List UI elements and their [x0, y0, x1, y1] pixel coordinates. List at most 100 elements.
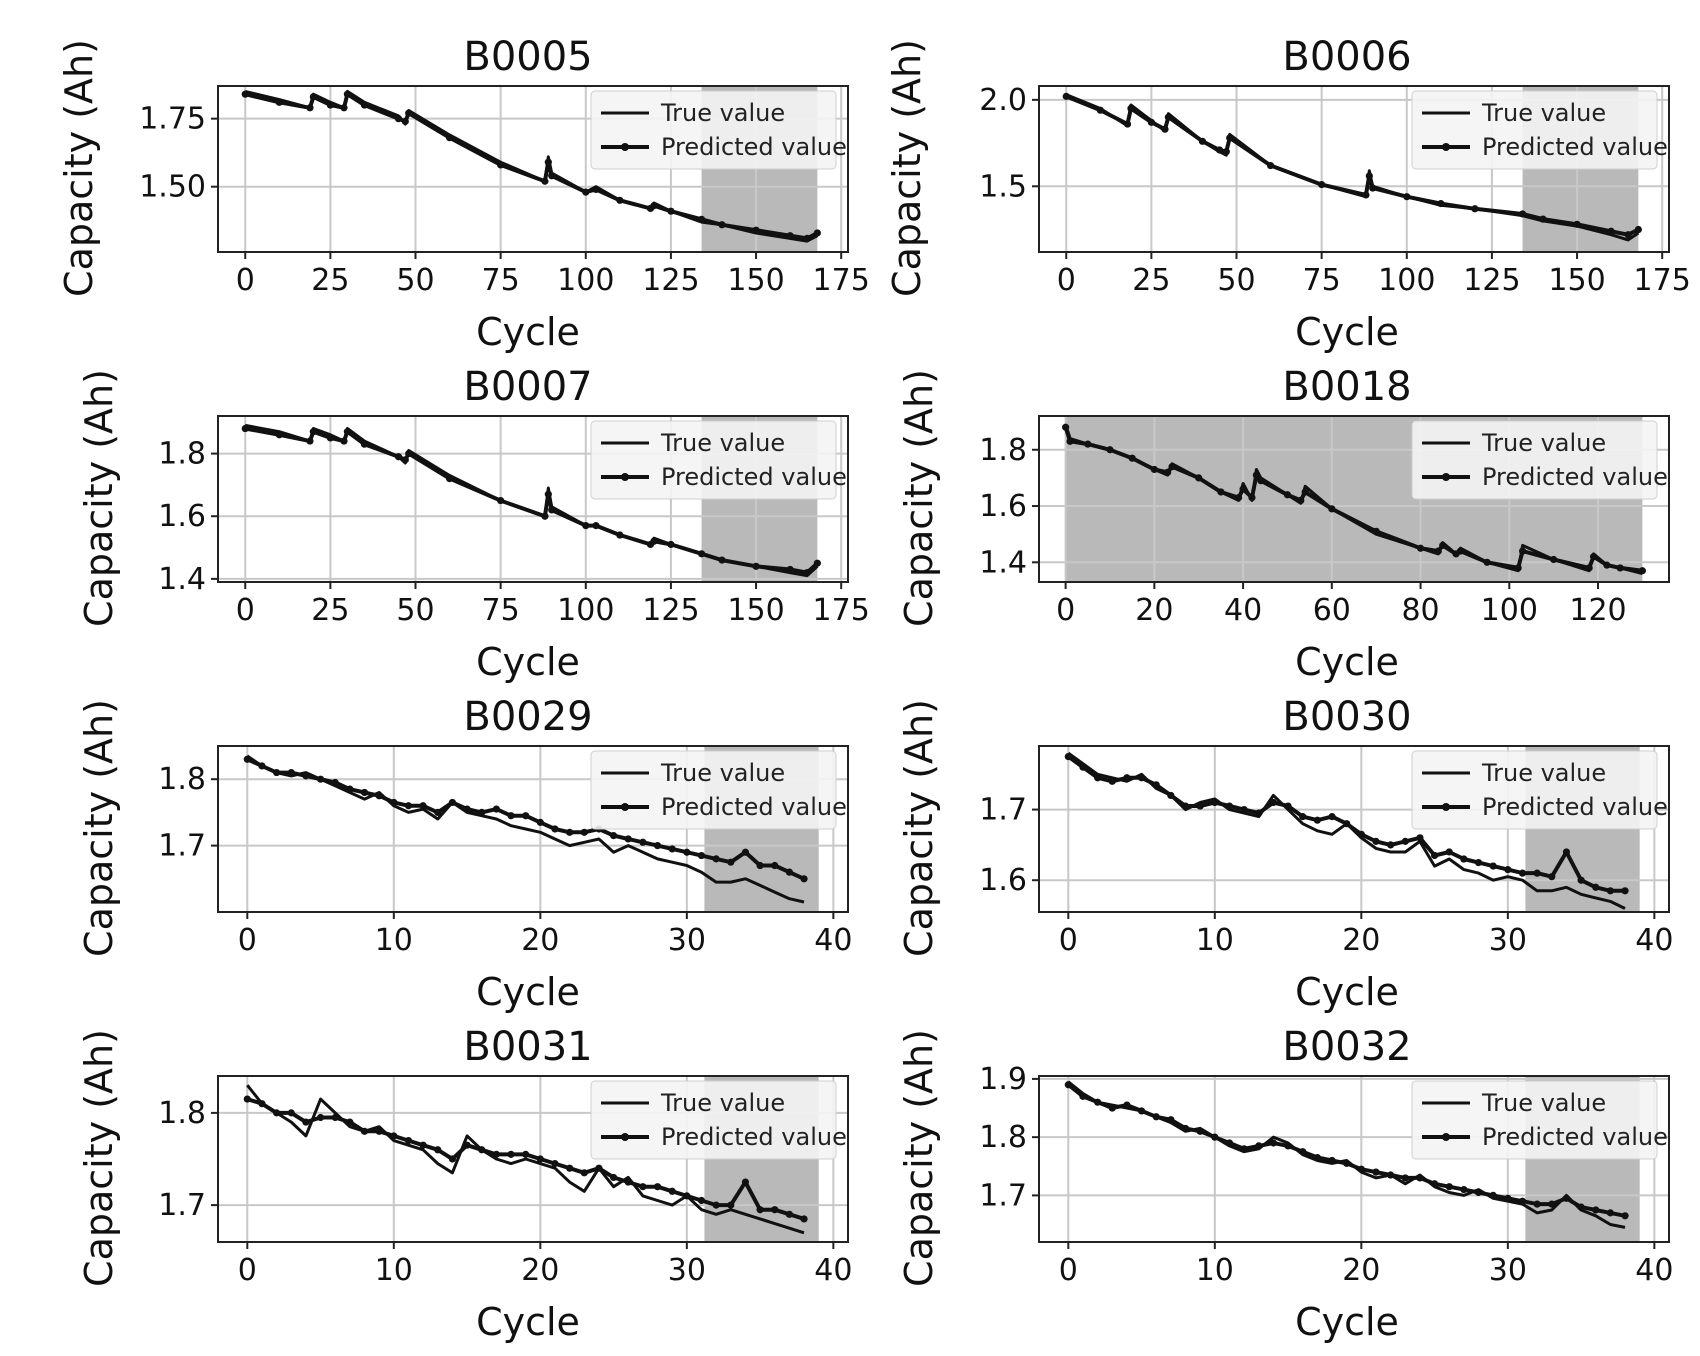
x-tick-label: 100 — [557, 593, 614, 628]
x-tick-label: 150 — [727, 263, 784, 298]
predicted-value-marker — [1096, 106, 1104, 114]
plot-area: 0 10 20 30 40 1.6 1.7 True value Predicted value — [979, 745, 1673, 958]
predicted-value-marker — [1301, 488, 1309, 496]
plot-area: 0 10 20 30 40 1.7 1.8 1.9 True value Predicted va… — [979, 1062, 1673, 1288]
predicted-value-marker — [1518, 1197, 1527, 1205]
x-tick-label: 0 — [1059, 1253, 1078, 1288]
legend: True value Predicted value — [1411, 90, 1668, 170]
predicted-value-marker — [360, 440, 369, 448]
predicted-value-marker — [1181, 1124, 1190, 1133]
x-tick-label: 125 — [642, 593, 699, 628]
predicted-value-marker — [653, 1183, 662, 1191]
predicted-value-marker — [1387, 841, 1395, 849]
predicted-value-marker — [1562, 1194, 1571, 1202]
predicted-value-marker — [390, 1132, 398, 1140]
legend-box — [1411, 90, 1658, 170]
predicted-value-marker — [1430, 1180, 1439, 1188]
panel-b0031: B0031 Capacity (Ah) Cycle 0 10 20 30 40 1.7 1.… — [77, 1024, 852, 1344]
predicted-value-marker — [771, 1206, 779, 1214]
y-axis-label: Capacity (Ah) — [57, 39, 101, 297]
predicted-value-marker — [326, 434, 334, 442]
panel-b0032: B0032 Capacity (Ah) Cycle 0 10 20 30 40 1.7 1.… — [897, 1024, 1673, 1344]
predicted-value-marker — [541, 177, 549, 185]
x-tick-label: 80 — [1401, 593, 1439, 628]
x-axis-label: Cycle — [1295, 640, 1399, 684]
legend-box — [590, 1080, 837, 1160]
x-tick-label: 175 — [1634, 263, 1691, 298]
predicted-value-marker — [1168, 463, 1176, 471]
predicted-value-marker — [548, 506, 556, 514]
predicted-value-marker — [1108, 777, 1116, 785]
x-tick-label: 125 — [1463, 263, 1520, 298]
predicted-value-marker — [752, 562, 760, 570]
predicted-value-marker — [405, 449, 413, 458]
predicted-value-marker — [404, 1136, 413, 1145]
y-tick-label: 1.9 — [979, 1062, 1027, 1097]
predicted-value-marker — [1434, 547, 1442, 555]
predicted-value-marker — [727, 1201, 735, 1209]
predicted-value-marker — [1606, 887, 1614, 895]
predicted-value-marker — [1255, 809, 1263, 817]
predicted-value-marker — [566, 828, 574, 836]
x-tick-label: 50 — [1217, 263, 1255, 298]
predicted-value-marker — [390, 798, 398, 807]
predicted-value-marker — [1299, 813, 1307, 821]
predicted-value-marker — [592, 185, 600, 194]
chart-title: B0018 — [1282, 364, 1411, 410]
legend-label: Predicted value — [1482, 1123, 1668, 1151]
x-axis-label: Cycle — [1295, 310, 1399, 354]
predicted-value-marker — [668, 845, 676, 853]
predicted-value-marker — [1108, 1104, 1116, 1112]
predicted-value-marker — [1372, 527, 1380, 535]
x-tick-label: 150 — [727, 593, 784, 628]
x-tick-label: 40 — [814, 1253, 852, 1288]
predicted-value-marker — [1152, 781, 1160, 789]
chart-title: B0006 — [1282, 34, 1411, 80]
x-tick-label: 50 — [396, 593, 434, 628]
x-axis-label: Cycle — [1295, 1300, 1399, 1344]
predicted-value-marker — [401, 456, 409, 464]
predicted-value-marker — [1266, 161, 1275, 170]
predicted-value-marker — [1128, 454, 1136, 462]
legend-label: True value — [660, 759, 785, 787]
predicted-value-marker — [1297, 496, 1305, 505]
panel-b0018: B0018 Capacity (Ah) Cycle 0 20 40 60 80 100 12… — [897, 364, 1670, 684]
legend-label: True value — [660, 429, 785, 457]
predicted-value-marker — [1518, 210, 1527, 218]
predicted-value-marker — [1150, 465, 1158, 474]
predicted-value-marker — [771, 861, 779, 870]
predicted-value-marker — [404, 802, 413, 810]
predicted-value-marker — [813, 559, 821, 567]
x-axis-label: Cycle — [476, 640, 580, 684]
predicted-value-marker — [1137, 1107, 1146, 1115]
y-axis-label: Capacity (Ah) — [885, 39, 929, 297]
predicted-value-marker — [243, 1095, 251, 1103]
x-tick-label: 30 — [1489, 923, 1527, 958]
axes-frame — [1038, 85, 1670, 253]
x-tick-label: 0 — [1056, 593, 1075, 628]
predicted-value-marker — [1269, 1139, 1278, 1147]
predicted-value-marker — [331, 1113, 339, 1122]
panel-b0006: B0006 Capacity (Ah) Cycle 0 25 50 75 100 125 1… — [885, 34, 1691, 354]
predicted-value-marker — [448, 1155, 457, 1163]
predicted-value-marker — [1489, 1191, 1497, 1200]
x-tick-label: 10 — [375, 1253, 413, 1288]
x-tick-label: 0 — [236, 593, 255, 628]
legend-predicted-marker — [1442, 143, 1450, 151]
predicted-value-marker — [1401, 837, 1409, 845]
predicted-value-marker — [463, 805, 471, 813]
x-axis-label: Cycle — [1295, 970, 1399, 1014]
legend-predicted-marker — [1442, 473, 1450, 481]
predicted-value-marker — [1217, 488, 1225, 496]
predicted-value-marker — [360, 788, 369, 797]
predicted-value-marker — [1489, 862, 1497, 870]
predicted-value-marker — [536, 818, 544, 826]
legend-label: True value — [1481, 1089, 1606, 1117]
predicted-value-marker — [445, 475, 454, 483]
predicted-value-marker — [1592, 1206, 1600, 1214]
predicted-value-marker — [1456, 547, 1465, 555]
x-tick-label: 125 — [642, 263, 699, 298]
x-tick-label: 0 — [1059, 923, 1078, 958]
predicted-value-marker — [548, 172, 556, 180]
